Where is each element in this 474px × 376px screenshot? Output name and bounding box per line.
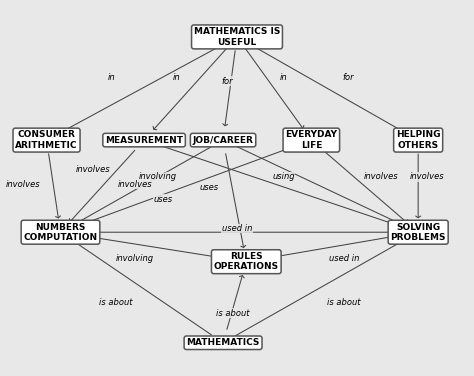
Text: used in: used in <box>328 253 359 262</box>
Text: MATHEMATICS: MATHEMATICS <box>186 338 260 347</box>
Text: in: in <box>108 73 115 82</box>
Text: involves: involves <box>76 165 110 174</box>
Text: involves: involves <box>364 173 398 182</box>
Text: involving: involving <box>116 253 154 262</box>
Text: involving: involving <box>139 173 177 182</box>
Text: CONSUMER
ARITHMETIC: CONSUMER ARITHMETIC <box>15 130 78 150</box>
Text: is about: is about <box>327 298 361 307</box>
Text: EVERYDAY
LIFE: EVERYDAY LIFE <box>285 130 337 150</box>
Text: uses: uses <box>200 183 219 193</box>
Text: involves: involves <box>6 180 41 189</box>
Text: JOB/CAREER: JOB/CAREER <box>192 136 254 145</box>
Text: for: for <box>222 77 234 86</box>
Text: for: for <box>343 73 354 82</box>
Text: MEASUREMENT: MEASUREMENT <box>105 136 183 145</box>
Text: RULES
OPERATIONS: RULES OPERATIONS <box>214 252 279 271</box>
Text: SOLVING
PROBLEMS: SOLVING PROBLEMS <box>391 223 446 242</box>
Text: involves: involves <box>410 173 445 182</box>
Text: is about: is about <box>216 309 249 318</box>
Text: HELPING
OTHERS: HELPING OTHERS <box>396 130 440 150</box>
Text: in: in <box>173 73 181 82</box>
Text: NUMBERS
COMPUTATION: NUMBERS COMPUTATION <box>23 223 98 242</box>
Text: MATHEMATICS IS
USEFUL: MATHEMATICS IS USEFUL <box>194 27 280 47</box>
Text: is about: is about <box>100 298 133 307</box>
Text: uses: uses <box>153 194 172 203</box>
Text: using: using <box>272 173 295 182</box>
Text: in: in <box>280 73 287 82</box>
Text: used in: used in <box>222 224 252 233</box>
Text: involves: involves <box>118 180 152 189</box>
